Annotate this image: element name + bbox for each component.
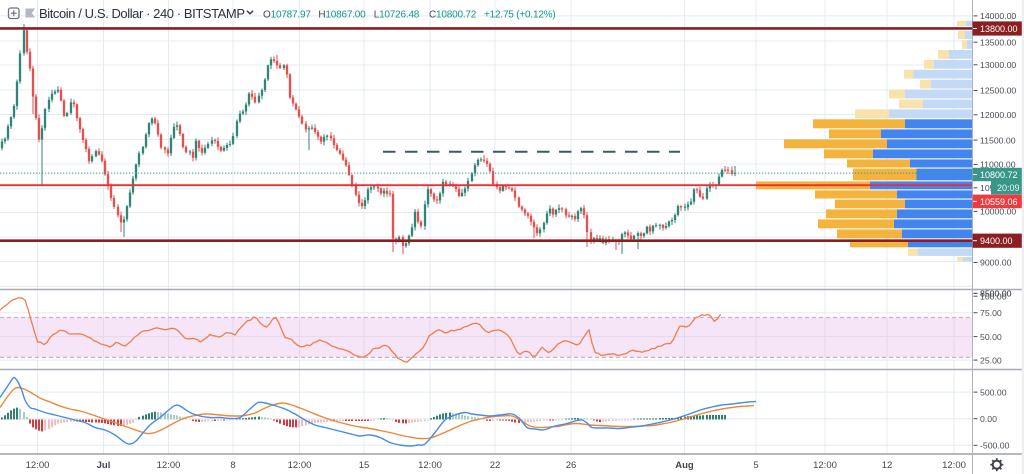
svg-text:9400.00: 9400.00 [980,236,1013,246]
svg-text:5: 5 [753,460,758,471]
svg-text:H10867.00: H10867.00 [318,10,366,21]
svg-text:10000.00: 10000.00 [980,207,1016,217]
svg-text:20:09: 20:09 [997,183,1020,193]
svg-text:12:00: 12:00 [418,460,442,471]
svg-text:15: 15 [359,460,370,471]
svg-text:12000.00: 12000.00 [980,110,1016,120]
svg-text:13500.00: 13500.00 [980,37,1016,47]
svg-text:11500.00: 11500.00 [980,135,1016,145]
svg-text:11000.00: 11000.00 [980,160,1016,170]
svg-text:14000.00: 14000.00 [980,11,1016,21]
svg-text:8: 8 [230,460,235,471]
svg-text:12:00: 12:00 [813,460,837,471]
svg-text:-500.00: -500.00 [980,441,1010,451]
svg-text:26: 26 [566,460,577,471]
svg-text:12:00: 12:00 [942,460,966,471]
svg-text:50.00: 50.00 [980,332,1002,342]
svg-text:O10787.97: O10787.97 [263,10,311,21]
svg-text:500.00: 500.00 [980,387,1007,397]
svg-text:25.00: 25.00 [980,355,1002,365]
svg-text:75.00: 75.00 [980,308,1002,318]
svg-text:C10800.72: C10800.72 [429,10,477,21]
svg-text:13000.00: 13000.00 [980,60,1016,70]
svg-text:10800.72: 10800.72 [980,170,1018,180]
svg-text:9000.00: 9000.00 [980,258,1012,268]
svg-text:8500.00: 8500.00 [980,289,1012,299]
svg-text:Aug: Aug [675,460,694,471]
svg-text:13800.00: 13800.00 [980,24,1018,34]
svg-text:12:00: 12:00 [288,460,312,471]
svg-text:100.00: 100.00 [980,291,1007,301]
svg-text:12:00: 12:00 [26,460,50,471]
svg-text:22: 22 [490,460,501,471]
svg-text:12500.00: 12500.00 [980,86,1016,96]
svg-text:0.00: 0.00 [980,414,997,424]
svg-text:10559.06: 10559.06 [980,197,1018,207]
svg-text:12: 12 [882,460,893,471]
svg-text:L10726.48: L10726.48 [374,10,420,21]
svg-text:Bitcoin / U.S. Dollar · 240 ·: Bitcoin / U.S. Dollar · 240 · BITSTAMP [39,6,245,21]
svg-text:Jul: Jul [97,460,111,471]
svg-text:+12.75 (+0.12%): +12.75 (+0.12%) [484,10,556,21]
svg-text:8500.00: 8500.00 [980,289,1012,299]
svg-text:12:00: 12:00 [157,460,181,471]
